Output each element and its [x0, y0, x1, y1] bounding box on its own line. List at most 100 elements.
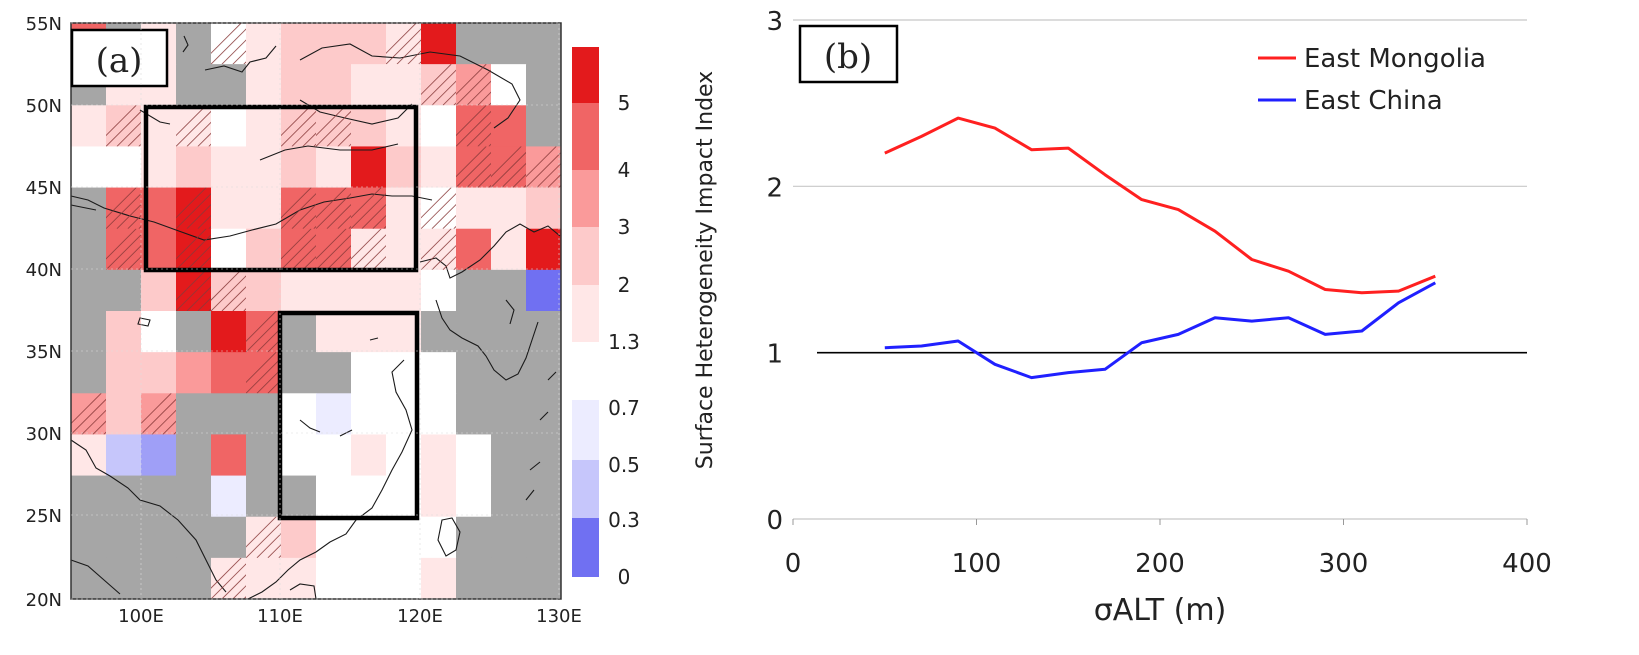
map-cell — [526, 311, 562, 353]
y-tick-label: 1 — [766, 340, 783, 370]
map-cell — [491, 475, 527, 518]
map-cell — [246, 23, 282, 65]
map-cell — [421, 557, 457, 600]
map-cell — [281, 64, 317, 106]
y-tick-label: 3 — [766, 7, 783, 37]
hatch-line — [127, 256, 141, 270]
hatch-line — [421, 228, 452, 260]
map-cell — [316, 311, 352, 353]
colorbar-tick-label: 0.5 — [608, 453, 640, 477]
hatch-line — [351, 234, 386, 270]
chart-gridlines — [793, 19, 1527, 354]
map-cell — [491, 352, 527, 394]
hatch-line — [361, 245, 386, 270]
x-tick-label: 100 — [952, 549, 1002, 579]
map-cell — [456, 23, 492, 65]
hatch-line — [442, 214, 456, 229]
hatch-line — [127, 214, 141, 229]
map-cell — [211, 516, 247, 559]
hatch-line — [316, 105, 347, 137]
hatch-line — [351, 228, 382, 260]
map-cell — [351, 516, 387, 559]
map-cell — [281, 434, 317, 477]
map-cell — [246, 146, 282, 189]
map-cell — [141, 311, 177, 353]
hatch-line — [456, 110, 491, 147]
hatch-line — [281, 193, 316, 229]
hatch-line — [466, 80, 491, 106]
hatch-line — [326, 204, 351, 229]
map-cell — [456, 516, 492, 559]
hatch-line — [421, 69, 456, 106]
hatch-line — [386, 23, 417, 54]
map-cell — [351, 557, 387, 600]
map-cell — [316, 23, 352, 65]
map-cell — [316, 475, 352, 518]
hatch-cell — [281, 105, 316, 147]
map-cell — [71, 228, 107, 271]
hatch-line — [281, 234, 316, 270]
map-cell — [386, 557, 422, 600]
map-cell — [106, 434, 142, 477]
hatch-line — [246, 352, 277, 383]
hatch-line — [466, 121, 491, 147]
hatch-line — [197, 132, 211, 147]
map-cell — [106, 352, 142, 394]
hatch-cell — [281, 187, 316, 229]
map-cell — [176, 475, 212, 518]
map-cell — [71, 146, 107, 189]
hatch-line — [162, 420, 176, 435]
colorbar-segment — [572, 285, 599, 342]
map-cell — [281, 352, 317, 394]
hatch-line — [456, 69, 491, 106]
map-cell — [71, 269, 107, 312]
map-latitude-ticks: 55N 50N 45N 40N 35N 30N 25N 20N — [26, 14, 561, 611]
x-tick-label: 0 — [785, 549, 802, 579]
hatch-line — [372, 214, 386, 229]
colorbar-tick-label: 3 — [618, 215, 631, 239]
map-cell — [316, 352, 352, 394]
hatch-line — [176, 234, 211, 270]
hatch-line — [81, 409, 106, 435]
hatch-line — [176, 193, 211, 229]
map-cell — [351, 64, 387, 106]
map-cell — [71, 105, 107, 147]
hatch-line — [302, 132, 316, 147]
map-cell — [106, 393, 142, 435]
hatch-line — [351, 187, 382, 219]
map-cell — [106, 269, 142, 312]
hatch-line — [211, 28, 246, 65]
panel-b-chart: 0 100 200 300 400 0 1 2 3 σALT (m) Surface Hete… — [693, 7, 1552, 628]
map-cell — [456, 557, 492, 600]
map-cell — [386, 269, 422, 312]
hatch-line — [211, 23, 242, 54]
hatch-cell — [106, 187, 141, 229]
panel-a-label-box — [70, 28, 169, 88]
map-cell — [386, 64, 422, 106]
hatch-line — [232, 297, 246, 312]
map-cell — [141, 269, 177, 312]
hatch-line — [176, 275, 211, 312]
hatch-cell — [456, 146, 491, 188]
map-cell — [71, 516, 107, 559]
hatch-line — [246, 516, 277, 548]
map-cell — [246, 434, 282, 477]
panel-b-label: (b) — [824, 37, 872, 77]
hatch-line — [186, 245, 211, 270]
panel-a-map: (a) 55N 50N 45N 40N 35N 30N 25N 20N 100E 110E 120… — [26, 14, 640, 627]
map-cell — [316, 146, 352, 189]
chart-y-axis-label: Surface Heterogeneity Impact Index — [693, 71, 718, 469]
colorbar-tick-label: 0.7 — [608, 396, 640, 420]
map-cell — [491, 434, 527, 477]
hatch-cell — [316, 228, 351, 270]
lat-tick-label: 45N — [26, 178, 62, 199]
map-cell — [421, 23, 457, 65]
region-box-east-mongolia — [143, 104, 419, 273]
hatch-line — [116, 245, 141, 270]
hatch-line — [372, 256, 386, 270]
hatch-line — [141, 398, 176, 435]
hatch-line — [477, 132, 491, 147]
hatch-line — [197, 256, 211, 270]
series-line-east-china — [884, 281, 1437, 380]
